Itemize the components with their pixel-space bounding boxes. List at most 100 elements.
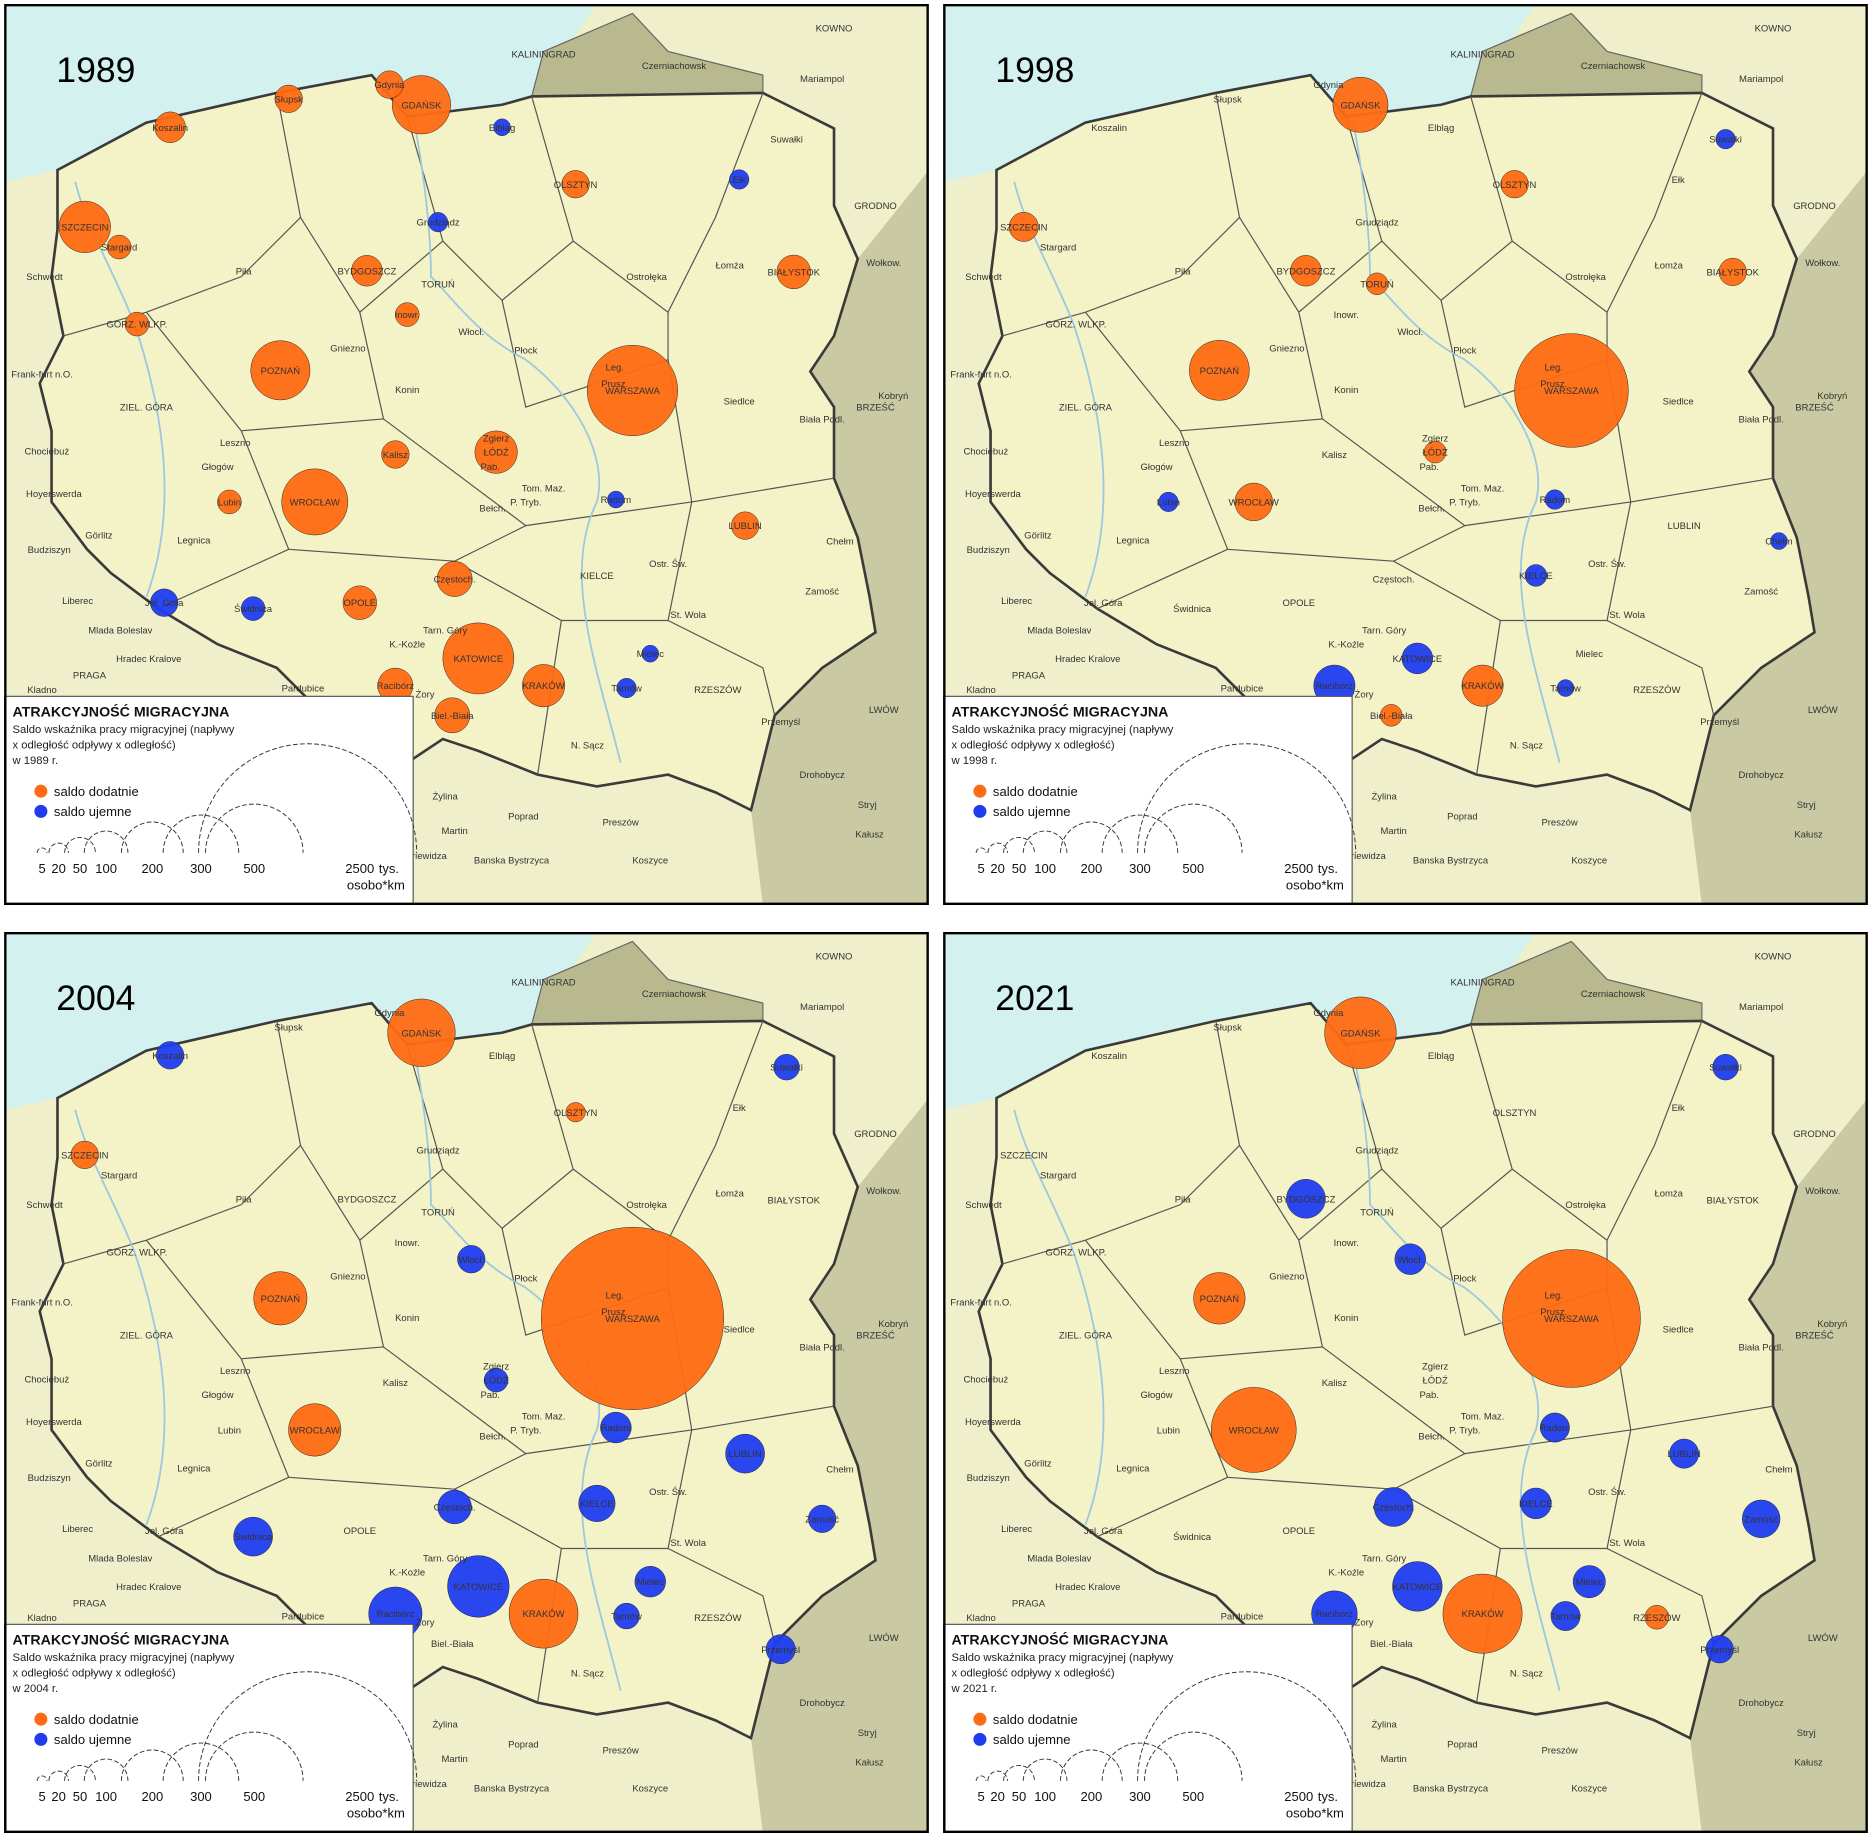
migration-bubble bbox=[1373, 1487, 1414, 1527]
place-label: Poprad bbox=[508, 812, 539, 823]
place-label: Jel. Góra bbox=[145, 1526, 184, 1537]
migration-bubble bbox=[217, 489, 242, 515]
scale-label: 200 bbox=[1080, 1789, 1102, 1804]
migration-bubble bbox=[607, 490, 625, 509]
sea bbox=[4, 932, 597, 1110]
scale-label: 2500 bbox=[1284, 861, 1313, 876]
place-label: Zamość bbox=[1744, 586, 1778, 597]
migration-bubble bbox=[1502, 1249, 1641, 1388]
place-label: Ostrołęka bbox=[626, 1200, 667, 1211]
place-label: Gniezno bbox=[330, 1271, 365, 1282]
place-label: Chociebuż bbox=[963, 1375, 1008, 1386]
place-label: Koszyce bbox=[632, 856, 668, 867]
migration-bubble bbox=[1718, 257, 1747, 286]
place-label: Zamość bbox=[1744, 1514, 1778, 1525]
migration-bubble bbox=[281, 468, 349, 536]
region-border bbox=[572, 92, 764, 314]
sea bbox=[4, 4, 597, 182]
region-border bbox=[1393, 560, 1501, 775]
place-label: PRAGA bbox=[73, 671, 107, 682]
legend-period: w 2004 r. bbox=[11, 1683, 58, 1695]
scale-label: 100 bbox=[1034, 1789, 1056, 1804]
place-label: KIELCE bbox=[580, 1499, 614, 1510]
scale-unit: tys. bbox=[379, 1789, 399, 1804]
place-label: Biel.-Biała bbox=[431, 711, 474, 722]
place-label: TORUŃ bbox=[1360, 1207, 1394, 1218]
migration-bubble bbox=[808, 1504, 837, 1533]
region-border bbox=[1381, 1024, 1513, 1230]
place-label: Drohobycz bbox=[800, 770, 846, 781]
legend-title: ATRAKCYJNOŚĆ MIGRACYJNA bbox=[12, 1631, 229, 1649]
place-label: Żylina bbox=[433, 791, 459, 802]
migration-bubble bbox=[274, 84, 303, 113]
place-label: KATOWICE bbox=[454, 1582, 504, 1593]
scale-arc bbox=[1144, 803, 1243, 853]
place-label: Hradec Kralove bbox=[116, 1582, 181, 1593]
place-label: Zgierz bbox=[1422, 1361, 1449, 1372]
place-label: Priewidza bbox=[1345, 1779, 1387, 1790]
migration-bubble bbox=[342, 585, 377, 620]
legend-item: saldo dodatnie bbox=[993, 1712, 1078, 1727]
legend-period: w 1989 r. bbox=[11, 755, 58, 767]
region-border bbox=[442, 1024, 574, 1230]
migration-bubble bbox=[1189, 340, 1250, 401]
migration-bubble bbox=[1442, 1573, 1523, 1654]
place-label: Grudziądz bbox=[1355, 218, 1398, 229]
scale-label: 2500 bbox=[345, 1789, 374, 1804]
map-panel: Słupsk Gdynia GDAŃSK Koszalin SZCZECIN Starga… bbox=[4, 932, 929, 1833]
place-label: Grudziądz bbox=[1355, 1146, 1398, 1157]
map-panel: Słupsk Gdynia GDAŃSK Koszalin SZCZECIN Starga… bbox=[943, 932, 1868, 1833]
place-label: Bełch. bbox=[479, 1431, 505, 1442]
place-label: Ostrołęka bbox=[1565, 1200, 1606, 1211]
place-label: Płock bbox=[514, 346, 537, 357]
place-label: Kałusz bbox=[1794, 1757, 1823, 1768]
place-label: Stryj bbox=[858, 800, 877, 811]
migration-bubble bbox=[351, 255, 383, 287]
migration-bubble bbox=[288, 1403, 342, 1457]
migration-bubble bbox=[1365, 272, 1389, 295]
place-label: OLSZTYN bbox=[554, 1108, 598, 1119]
migration-bubble bbox=[1544, 489, 1565, 510]
scale-arc bbox=[162, 1742, 240, 1781]
place-label: Żory bbox=[1355, 1618, 1374, 1629]
place-label: GRODNO bbox=[1793, 1129, 1836, 1140]
place-label: Bełch. bbox=[1418, 503, 1444, 514]
scale-arc bbox=[987, 1770, 1008, 1781]
place-label: Gniezno bbox=[330, 343, 365, 354]
place-label: Schwedt bbox=[26, 1200, 63, 1211]
place-label: Ostr. Św. bbox=[649, 1486, 687, 1498]
place-label: Biała Podl. bbox=[800, 414, 845, 425]
place-label: Biel.-Biała bbox=[1370, 711, 1413, 722]
place-label: Grudziądz bbox=[416, 1146, 459, 1157]
legend-item: saldo dodatnie bbox=[54, 784, 139, 799]
region-border bbox=[667, 1547, 776, 1644]
place-label: Głogów bbox=[1140, 1390, 1172, 1401]
place-label: Kalisz bbox=[383, 450, 409, 461]
place-label: GRODNO bbox=[854, 201, 897, 212]
place-label: Zgierz bbox=[483, 433, 510, 444]
region-border bbox=[1227, 418, 1466, 562]
place-label: ŁÓDŹ bbox=[484, 1376, 509, 1387]
place-label: Częstoch. bbox=[434, 1503, 476, 1514]
migration-bubble bbox=[437, 1489, 472, 1525]
region-border bbox=[1511, 1020, 1703, 1242]
place-label: Budziszyn bbox=[967, 545, 1010, 556]
scale-arc bbox=[975, 847, 987, 853]
legend-period: w 2021 r. bbox=[950, 1683, 997, 1695]
place-label: Prusz. bbox=[1540, 1307, 1567, 1318]
neighbor-region bbox=[751, 169, 929, 905]
scale-unit: tys. bbox=[1318, 1789, 1338, 1804]
place-label: KIELCE bbox=[580, 571, 614, 582]
place-label: Liberec bbox=[62, 1524, 93, 1535]
place-label: St. Wola bbox=[1609, 1538, 1645, 1549]
place-label: Budziszyn bbox=[28, 545, 71, 556]
place-label: Chełm bbox=[1765, 1465, 1792, 1476]
river bbox=[1351, 1044, 1561, 1691]
place-label: Leszno bbox=[220, 1366, 251, 1377]
place-label: St. Wola bbox=[1609, 610, 1645, 621]
place-label: Włocł. bbox=[458, 1255, 484, 1266]
place-label: GORZ. WLKP. bbox=[106, 1248, 167, 1259]
scale-label: 300 bbox=[190, 1789, 212, 1804]
place-label: K.-Koźle bbox=[389, 640, 425, 651]
place-label: OLSZTYN bbox=[1493, 1108, 1537, 1119]
